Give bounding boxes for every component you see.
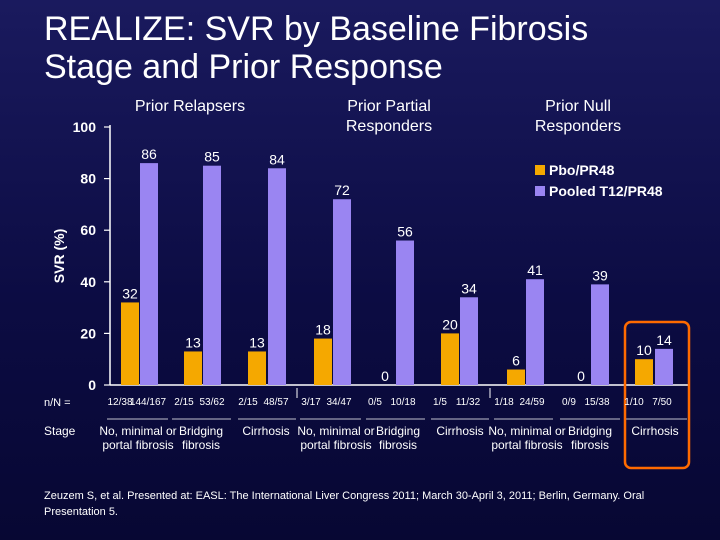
- n-over-n-value: 1/10: [624, 397, 644, 408]
- n-over-n-value: 53/62: [199, 397, 225, 408]
- bar-pbo-pr48: [248, 351, 266, 385]
- n-over-n-value: 2/15: [174, 397, 194, 408]
- n-over-n-value: 7/50: [652, 397, 672, 408]
- bar-pbo-pr48: [184, 351, 202, 385]
- n-over-n-value: 34/47: [326, 397, 352, 408]
- bar-pooled-t12-pr48-value-label: 41: [527, 262, 543, 278]
- n-over-n-value: 11/32: [455, 397, 481, 408]
- bar-pooled-t12-pr48-value-label: 56: [397, 224, 413, 240]
- n-over-n-value: 0/9: [562, 397, 576, 408]
- n-over-n-value: 24/59: [519, 397, 545, 408]
- n-over-n-value: 3/17: [301, 397, 321, 408]
- stage-label: No, minimal or portal fibrosis: [488, 424, 566, 452]
- bar-pbo-pr48: [314, 338, 332, 385]
- bar-pbo-pr48-value-label: 13: [249, 334, 265, 350]
- y-axis-title: SVR (%): [51, 229, 67, 283]
- page-title: REALIZE: SVR by Baseline Fibrosis Stage …: [44, 10, 704, 86]
- y-tick-label: 20: [80, 325, 96, 341]
- stage-label: Cirrhosis: [242, 424, 290, 438]
- group-label-relapsers: Prior Relapsers: [134, 98, 246, 115]
- bar-pooled-t12-pr48-value-label: 72: [334, 182, 350, 198]
- stage-label: No, minimal or portal fibrosis: [99, 424, 177, 452]
- y-tick-label: 40: [80, 274, 96, 290]
- stage-label: No, minimal or portal fibrosis: [297, 424, 375, 452]
- legend-swatch-t12: [535, 186, 545, 196]
- stage-label: Bridging fibrosis: [178, 424, 224, 452]
- n-over-n-value: 10/18: [390, 397, 416, 408]
- bar-pooled-t12-pr48: [591, 284, 609, 385]
- legend-swatch-pbo: [535, 165, 545, 175]
- y-tick-label: 100: [73, 119, 97, 135]
- title-line-1: REALIZE: SVR by Baseline Fibrosis: [44, 10, 589, 48]
- bar-pbo-pr48: [121, 302, 139, 385]
- n-over-n-value: 144/167: [129, 397, 167, 408]
- citation-footnote: Zeuzem S, et al. Presented at: EASL: The…: [44, 490, 645, 518]
- group-label-partial: Prior Partial Responders: [345, 98, 433, 135]
- bar-pbo-pr48-value-label: 0: [381, 368, 389, 384]
- group-label-null: Prior Null Responders: [534, 98, 622, 135]
- bar-pooled-t12-pr48: [396, 240, 414, 385]
- y-tick-label: 0: [88, 377, 96, 393]
- n-over-n-value: 12/38: [107, 397, 133, 408]
- bar-pbo-pr48: [635, 359, 653, 385]
- legend-label-pbo: Pbo/PR48: [549, 162, 615, 178]
- bar-pbo-pr48-value-label: 0: [577, 368, 585, 384]
- stage-row-label: Stage: [44, 424, 76, 438]
- y-tick-label: 80: [80, 171, 96, 187]
- bar-pooled-t12-pr48: [268, 168, 286, 385]
- bar-pooled-t12-pr48-value-label: 39: [592, 267, 608, 283]
- n-over-n-value: 1/18: [494, 397, 514, 408]
- bar-pbo-pr48-value-label: 18: [315, 322, 331, 338]
- n-over-n-value: 2/15: [238, 397, 258, 408]
- bar-pbo-pr48-value-label: 32: [122, 285, 138, 301]
- n-over-n-value: 0/5: [368, 397, 382, 408]
- bar-pooled-t12-pr48: [460, 297, 478, 385]
- bar-pbo-pr48-value-label: 13: [185, 334, 201, 350]
- stage-label: Bridging fibrosis: [375, 424, 421, 452]
- bar-pooled-t12-pr48: [655, 348, 673, 385]
- y-tick-label: 60: [80, 222, 96, 238]
- n-over-n-value: 15/38: [584, 397, 610, 408]
- legend-label-t12: Pooled T12/PR48: [549, 183, 663, 199]
- stage-label: Bridging fibrosis: [567, 424, 613, 452]
- stage-label: Cirrhosis: [436, 424, 484, 438]
- bar-pbo-pr48-value-label: 6: [512, 353, 520, 369]
- title-line-2: Stage and Prior Response: [44, 48, 443, 86]
- bar-pooled-t12-pr48-value-label: 86: [141, 146, 157, 162]
- bar-pooled-t12-pr48-value-label: 34: [461, 280, 477, 296]
- bar-pooled-t12-pr48-value-label: 84: [269, 151, 285, 167]
- bar-pooled-t12-pr48: [140, 163, 158, 385]
- bar-pbo-pr48: [441, 333, 459, 385]
- nn-row-label: n/N =: [44, 397, 71, 409]
- stage-label: Cirrhosis: [631, 424, 679, 438]
- bar-pbo-pr48-value-label: 10: [636, 342, 652, 358]
- bar-pooled-t12-pr48-value-label: 85: [204, 149, 220, 165]
- bar-pbo-pr48: [507, 369, 525, 385]
- bar-pooled-t12-pr48: [203, 165, 221, 385]
- bar-pooled-t12-pr48: [333, 199, 351, 385]
- bar-pbo-pr48-value-label: 20: [442, 316, 458, 332]
- bar-pooled-t12-pr48-value-label: 14: [656, 332, 672, 348]
- bar-pooled-t12-pr48: [526, 279, 544, 385]
- n-over-n-value: 48/57: [263, 397, 289, 408]
- n-over-n-value: 1/5: [433, 397, 447, 408]
- highlight-box: [623, 320, 691, 470]
